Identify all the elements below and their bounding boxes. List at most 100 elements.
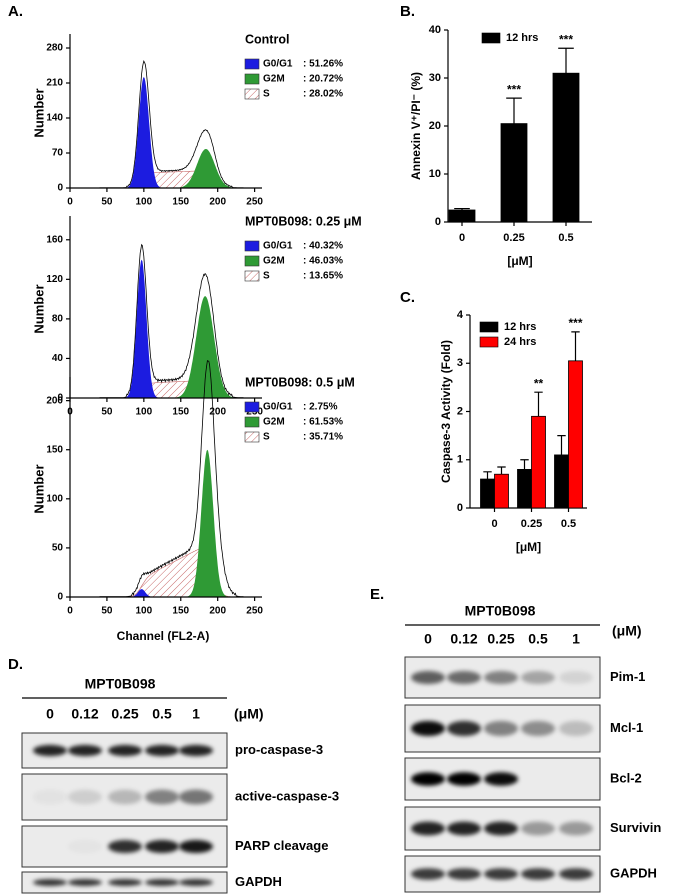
blot-band bbox=[108, 789, 142, 805]
blot-band bbox=[521, 720, 555, 737]
y-tick-label: 160 bbox=[46, 234, 63, 245]
significance: *** bbox=[568, 316, 582, 330]
blot-band bbox=[411, 821, 445, 836]
blot-band bbox=[145, 744, 179, 757]
legend-swatch bbox=[244, 431, 260, 443]
g2m-area bbox=[99, 149, 244, 188]
y-tick-label: 40 bbox=[429, 24, 441, 36]
legend-swatch bbox=[244, 401, 260, 413]
legend-value: : 20.72% bbox=[303, 74, 343, 85]
x-tick-label: 0.5 bbox=[558, 232, 573, 244]
y-axis-label: Number bbox=[31, 88, 46, 137]
x-tick-label: 0.5 bbox=[561, 518, 576, 530]
y-tick-label: 20 bbox=[429, 120, 441, 132]
bar bbox=[554, 454, 569, 509]
unit-label: (μM) bbox=[612, 623, 642, 639]
x-tick-label: 100 bbox=[136, 606, 153, 617]
blot-band bbox=[33, 789, 67, 805]
s-phase-area bbox=[99, 547, 244, 598]
blot-band bbox=[447, 772, 481, 786]
bar bbox=[531, 415, 546, 509]
error-bar bbox=[558, 47, 574, 74]
bar bbox=[480, 478, 495, 509]
legend-name: S bbox=[263, 89, 270, 100]
blot-band bbox=[145, 879, 179, 886]
unit-label: (μM) bbox=[234, 706, 264, 722]
legend-label: 24 hrs bbox=[504, 336, 536, 348]
y-tick-label: 4 bbox=[457, 309, 464, 321]
x-axis-label: Channel (FL2-A) bbox=[117, 629, 210, 643]
x-tick-label: 0 bbox=[459, 232, 465, 244]
x-tick-label: 0 bbox=[67, 606, 73, 617]
y-tick-label: 2 bbox=[457, 405, 463, 417]
g1-area bbox=[99, 259, 244, 398]
x-tick-label: 150 bbox=[172, 407, 189, 418]
legend-value: : 28.02% bbox=[303, 89, 343, 100]
panel-label: E. bbox=[370, 586, 384, 603]
y-tick-label: 150 bbox=[46, 444, 63, 455]
legend-swatch bbox=[244, 270, 260, 282]
g2m-area bbox=[99, 296, 244, 398]
x-tick-label: 250 bbox=[246, 606, 263, 617]
blot-band bbox=[484, 821, 518, 836]
significance: *** bbox=[507, 82, 521, 96]
lane-label: 0.5 bbox=[528, 631, 548, 647]
y-tick-label: 3 bbox=[457, 357, 463, 369]
blot-band bbox=[559, 821, 593, 836]
y-tick-label: 280 bbox=[46, 43, 63, 54]
y-tick-label: 100 bbox=[46, 493, 63, 504]
legend-value: : 13.65% bbox=[303, 271, 343, 282]
legend-name: G0/G1 bbox=[263, 59, 293, 70]
blot-band bbox=[447, 821, 481, 836]
lane-label: 0.5 bbox=[152, 706, 172, 722]
error-bar bbox=[497, 466, 506, 475]
significance: ** bbox=[534, 376, 544, 390]
error-bar bbox=[571, 331, 580, 361]
panel-label: C. bbox=[400, 289, 415, 306]
row-label: Mcl-1 bbox=[610, 720, 643, 735]
legend-swatch bbox=[244, 58, 260, 70]
x-tick-label: 50 bbox=[101, 197, 113, 208]
y-tick-label: 10 bbox=[429, 168, 441, 180]
significance: *** bbox=[559, 32, 573, 46]
legend-name: G0/G1 bbox=[263, 241, 293, 252]
g2m-area bbox=[99, 449, 244, 597]
blot-band bbox=[179, 789, 213, 805]
row-label: Pim-1 bbox=[610, 669, 645, 684]
error-bar bbox=[454, 207, 470, 210]
blot-band bbox=[447, 720, 481, 737]
blot-band bbox=[108, 879, 142, 886]
legend-swatch bbox=[244, 88, 260, 100]
histogram-outline bbox=[99, 243, 244, 399]
blot-band bbox=[179, 879, 213, 886]
y-tick-label: 0 bbox=[457, 502, 463, 514]
blot-band bbox=[559, 670, 593, 685]
y-tick-label: 0 bbox=[435, 216, 441, 228]
treatment-label: MPT0B098 bbox=[465, 603, 536, 619]
y-tick-label: 40 bbox=[52, 353, 64, 364]
bar bbox=[494, 473, 509, 509]
blot-band bbox=[68, 789, 102, 805]
blot-band bbox=[484, 670, 518, 685]
y-tick-label: 1 bbox=[457, 454, 463, 466]
error-bar bbox=[520, 459, 529, 470]
bar bbox=[500, 123, 528, 223]
blot-band bbox=[179, 839, 213, 854]
histogram-outline bbox=[99, 60, 244, 189]
y-axis-label: Caspase-3 Activity (Fold) bbox=[439, 340, 453, 483]
blot-band bbox=[484, 868, 518, 880]
y-tick-label: 70 bbox=[52, 148, 64, 159]
row-label: PARP cleavage bbox=[235, 838, 328, 853]
legend-name: G2M bbox=[263, 256, 285, 267]
blot-band bbox=[33, 744, 67, 757]
g1-area bbox=[99, 589, 244, 597]
x-tick-label: 0 bbox=[491, 518, 497, 530]
legend-name: G2M bbox=[263, 74, 285, 85]
lane-label: 0.12 bbox=[450, 631, 477, 647]
g1-area bbox=[99, 77, 244, 188]
chart-title: MPT0B098: 0.25 μM bbox=[245, 214, 362, 228]
legend-swatch bbox=[479, 321, 499, 333]
x-tick-label: 50 bbox=[101, 606, 113, 617]
legend-label: 12 hrs bbox=[504, 321, 536, 333]
